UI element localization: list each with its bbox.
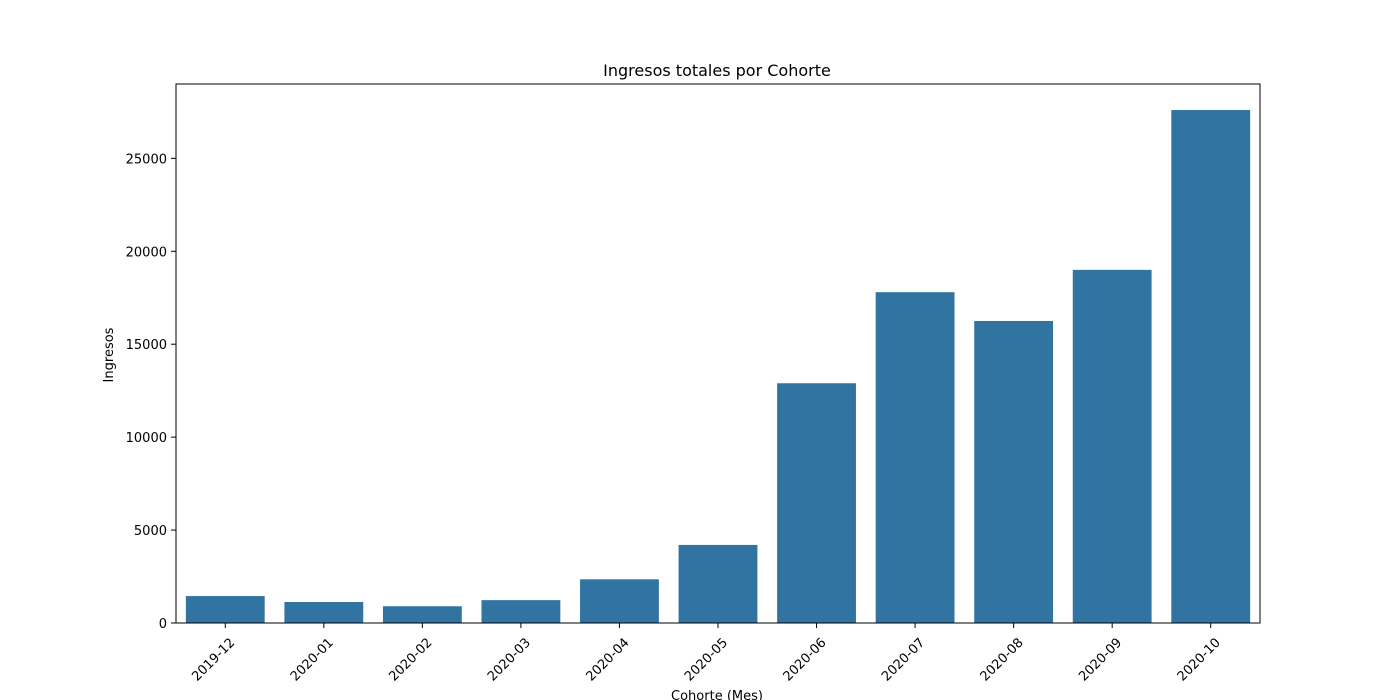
plot-frame	[175, 83, 1261, 624]
bar-2020-05	[678, 544, 758, 623]
bar-2020-02	[382, 606, 462, 623]
bar-2020-09	[1072, 269, 1152, 623]
y-axis-ticks: 0 5000 10000 15000 20000 25000	[126, 152, 176, 632]
bar-2020-06	[777, 383, 856, 623]
y-tick-label: 15000	[126, 338, 167, 353]
bar-2019-12	[185, 596, 265, 623]
x-axis-label: Cohorte (Mes)	[671, 689, 763, 700]
bar-2020-08	[974, 320, 1054, 623]
chart-title: Ingresos totales por Cohorte	[603, 61, 831, 80]
y-axis-label: Ingresos	[102, 327, 117, 382]
bars-layer	[185, 110, 1251, 623]
bar-2020-04	[580, 579, 659, 623]
bar-2020-01	[284, 602, 364, 623]
y-tick-label: 0	[159, 617, 167, 632]
y-tick-label: 25000	[126, 152, 167, 167]
bar-2020-10	[1171, 110, 1251, 623]
bar-2020-03	[481, 600, 561, 623]
y-tick-label: 20000	[126, 245, 167, 260]
y-tick-label: 10000	[126, 431, 167, 446]
bar-2020-07	[875, 292, 955, 623]
y-tick-label: 5000	[134, 524, 167, 539]
